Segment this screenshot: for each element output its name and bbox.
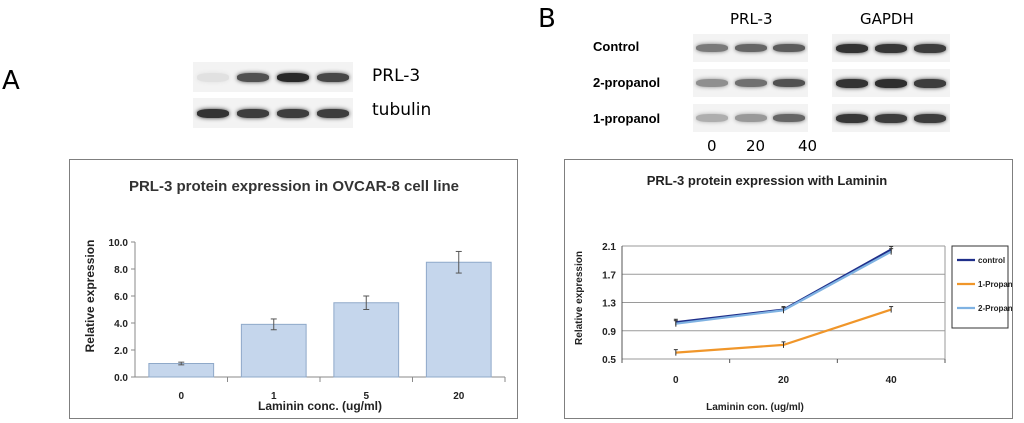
blot-band	[914, 78, 947, 88]
blot-label-prl3: PRL-3	[372, 66, 421, 86]
blot-band	[875, 113, 907, 123]
y-tick-label: 0.5	[602, 355, 616, 366]
blot-row-label-control: Control	[593, 39, 640, 54]
blot-band	[237, 72, 269, 82]
line-chart: PRL-3 protein expression with Laminin Re…	[574, 173, 1020, 413]
x-tick-label: 5	[363, 391, 369, 402]
legend-label: 2-Propanol	[978, 304, 1012, 313]
chart-title: PRL-3 protein expression in OVCAR-8 cell…	[129, 178, 459, 195]
blot-strip-prl3	[193, 62, 353, 92]
y-tick-label: 2.0	[114, 346, 128, 357]
blot-band	[772, 114, 805, 122]
blot-strip-gapdh-1-propanol	[832, 104, 950, 132]
blot-band	[914, 43, 947, 53]
blot-band	[835, 113, 868, 123]
bar-chart: PRL-3 protein expression in OVCAR-8 cell…	[83, 178, 506, 413]
legend-label: control	[978, 256, 1005, 265]
x-tick-label: 40	[886, 375, 898, 386]
legend-label: 1-Propanol	[978, 280, 1012, 289]
y-tick-label: 1.3	[602, 299, 616, 310]
blot-band	[734, 79, 767, 87]
blot-row-label-2-propanol: 2-propanol	[593, 75, 661, 90]
blot-strip-tubulin	[193, 98, 353, 128]
lane-label-0: 0	[707, 137, 717, 155]
blot-strip-prl3-control	[693, 34, 808, 62]
blot-band	[317, 72, 349, 82]
x-tick-label: 20	[453, 391, 465, 402]
blot-strip-prl3-1-propanol	[693, 104, 808, 132]
bar	[333, 302, 400, 378]
y-tick-label: 8.0	[114, 265, 128, 276]
lane-label-40: 40	[798, 137, 818, 155]
blot-strip-gapdh-control	[832, 34, 950, 62]
blot-row-label-1-propanol: 1-propanol	[593, 111, 661, 126]
blot-band	[835, 43, 868, 53]
blot-band	[734, 44, 767, 52]
panel-letter-b: B	[538, 4, 556, 34]
y-tick-label: 6.0	[114, 292, 128, 303]
blot-strip-prl3-2-propanol	[693, 69, 808, 97]
y-tick-label: 1.7	[602, 270, 616, 281]
x-tick-label: 1	[271, 391, 277, 402]
blot-band	[696, 79, 729, 87]
blot-band	[237, 108, 269, 118]
y-axis-label: Relative expression	[83, 240, 97, 353]
y-tick-label: 0.9	[602, 327, 616, 338]
blot-band	[197, 72, 229, 82]
blot-band	[835, 78, 868, 88]
blot-band	[277, 72, 309, 82]
x-tick-label: 0	[673, 375, 679, 386]
legend: control 1-Propanol 2-Propanol	[951, 245, 1020, 329]
blot-band	[696, 114, 729, 122]
x-tick-label: 0	[178, 391, 184, 402]
lane-label-20: 20	[746, 137, 766, 155]
bar	[425, 261, 492, 378]
y-tick-label: 2.1	[602, 242, 616, 253]
blot-band	[696, 44, 729, 52]
chart-a-frame: PRL-3 protein expression in OVCAR-8 cell…	[69, 159, 518, 419]
bar	[148, 363, 215, 378]
x-tick-label: 20	[778, 375, 790, 386]
blot-band	[914, 113, 947, 123]
blot-band	[317, 108, 349, 118]
blot-band	[772, 79, 805, 87]
chart-title: PRL-3 protein expression with Laminin	[647, 173, 888, 188]
y-tick-label: 0.0	[114, 373, 128, 384]
chart-b-frame: PRL-3 protein expression with Laminin Re…	[564, 159, 1020, 419]
blot-band	[197, 108, 229, 118]
y-axis-label: Relative expression	[574, 251, 585, 345]
blot-strip-gapdh-2-propanol	[832, 69, 950, 97]
blot-band	[875, 43, 907, 53]
panel-letter-a: A	[2, 66, 20, 96]
y-tick-label: 10.0	[109, 238, 129, 249]
blot-band	[772, 44, 805, 52]
blot-band	[734, 114, 767, 122]
plot-area: 0.5 0.9 1.3 1.7 2.1 0 20 40	[602, 242, 946, 386]
blot-label-tubulin: tubulin	[372, 100, 432, 120]
x-axis-label: Laminin conc. (ug/ml)	[258, 399, 382, 413]
plot-area: 0.0 2.0 4.0 6.0 8.0 10.0 0 1 5 20	[109, 238, 506, 402]
blot-band	[875, 78, 907, 88]
y-tick-label: 4.0	[114, 319, 128, 330]
blot-header-prl3: PRL-3	[730, 10, 773, 28]
bar	[240, 323, 307, 378]
blot-header-gapdh: GAPDH	[860, 10, 914, 28]
x-axis-label: Laminin con. (ug/ml)	[706, 402, 804, 413]
blot-band	[277, 108, 309, 118]
